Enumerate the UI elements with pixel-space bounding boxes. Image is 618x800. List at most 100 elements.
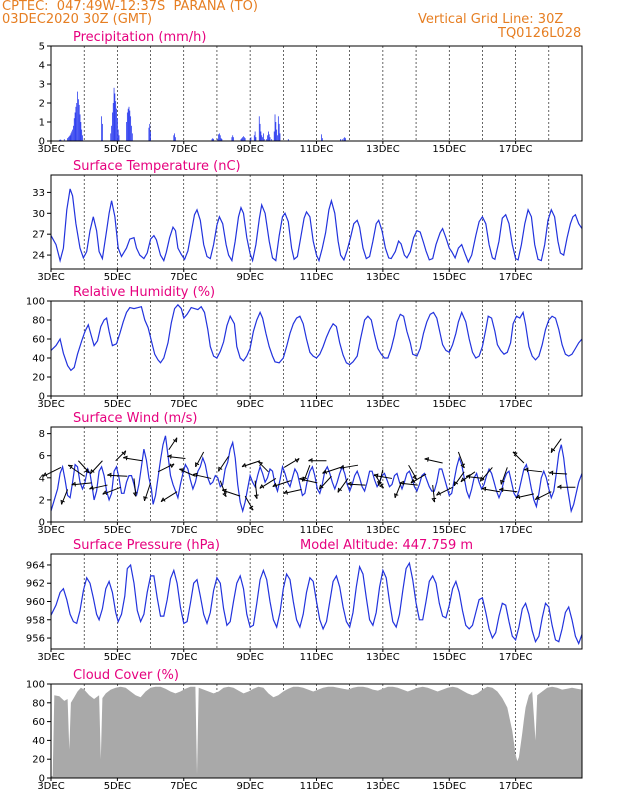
precip-bar bbox=[113, 87, 115, 141]
x-tick-label: 11DEC bbox=[300, 272, 334, 283]
wind-arrow bbox=[394, 482, 402, 499]
precip-bar bbox=[231, 137, 233, 141]
x-tick-label: 13DEC bbox=[366, 652, 400, 663]
precip-bar bbox=[276, 129, 278, 141]
wind-arrow-head bbox=[512, 451, 518, 457]
precip-bar bbox=[148, 127, 150, 141]
x-tick-label: 11DEC bbox=[300, 652, 334, 663]
wind-arrow-head bbox=[294, 458, 300, 463]
wind-arrow-head bbox=[102, 490, 108, 495]
precip-bar bbox=[71, 131, 73, 141]
x-tick-label: 13DEC bbox=[366, 525, 400, 536]
precip-bar bbox=[101, 116, 102, 141]
wind-arrow-head bbox=[248, 505, 254, 511]
precip-bar bbox=[102, 123, 103, 141]
header-date: 03DEC2020 30Z (GMT) bbox=[2, 12, 153, 27]
wind-arrow-head bbox=[42, 472, 48, 477]
precip-bar bbox=[345, 138, 346, 141]
y-tick-label: 4 bbox=[39, 61, 45, 72]
panel-title: Surface Pressure (hPa) bbox=[73, 538, 220, 553]
precip-bar bbox=[341, 139, 343, 141]
precip-bar bbox=[255, 137, 257, 141]
wind-arrow-head bbox=[373, 473, 379, 478]
wind-arrow-head bbox=[347, 481, 352, 487]
wind-arrow bbox=[244, 495, 254, 511]
precipitation-panel: 0 1 2 3 4 5 3DEC 5DEC 7DEC 9DEC 11DEC 13DEC 15DEC 17D… bbox=[37, 30, 583, 155]
x-tick-label: 15DEC bbox=[432, 272, 466, 283]
wind-arrow-head bbox=[258, 461, 264, 467]
wind-arrow bbox=[160, 491, 178, 503]
precip-bar bbox=[258, 116, 260, 141]
x-tick-label: 5DEC bbox=[104, 525, 131, 536]
y-tick-label: 20 bbox=[32, 755, 45, 766]
wind-arrow bbox=[432, 485, 436, 503]
precip-bar bbox=[76, 103, 78, 141]
precip-bar bbox=[74, 112, 76, 141]
x-tick-label: 17DEC bbox=[499, 272, 533, 283]
precip-bar bbox=[240, 139, 242, 141]
y-tick-label: 30 bbox=[32, 209, 45, 220]
x-tick-label: 7DEC bbox=[170, 144, 197, 155]
pressure-panel: 956 958 960 962 964 3DEC 5DEC 7DEC 9DEC 11DEC 13DE… bbox=[26, 538, 583, 663]
precip-bar bbox=[243, 137, 245, 141]
y-tick-label: 20 bbox=[32, 373, 45, 384]
precip-bar bbox=[232, 135, 234, 141]
wind-arrow bbox=[512, 451, 525, 464]
precip-bar bbox=[219, 133, 220, 141]
wind-arrow-head bbox=[515, 494, 521, 500]
wind-arrow bbox=[549, 472, 568, 475]
y-tick-label: 100 bbox=[26, 297, 45, 308]
panel-title: Relative Humidity (%) bbox=[73, 285, 215, 300]
wind-arrow-head bbox=[557, 484, 562, 490]
panel-title: Surface Temperature (nC) bbox=[73, 159, 241, 174]
precip-bar bbox=[150, 131, 151, 141]
wind-arrow-head bbox=[548, 470, 554, 476]
precip-bar bbox=[213, 139, 214, 141]
x-tick-label: 5DEC bbox=[104, 399, 131, 410]
x-tick-label: 13DEC bbox=[366, 272, 400, 283]
x-tick-label: 15DEC bbox=[432, 652, 466, 663]
rh-series-line bbox=[50, 303, 583, 372]
precip-bar bbox=[73, 125, 74, 141]
y-tick-label: 6 bbox=[39, 451, 45, 462]
wind-arrow-head bbox=[169, 463, 175, 469]
y-tick-label: 40 bbox=[32, 354, 45, 365]
wind-arrow bbox=[157, 463, 175, 473]
wind-arrow-head bbox=[132, 492, 138, 497]
wind-arrow-head bbox=[337, 487, 342, 493]
wind-arrow-head bbox=[500, 479, 505, 485]
x-tick-label: 7DEC bbox=[170, 652, 197, 663]
precip-bar bbox=[273, 131, 275, 141]
x-tick-label: 5DEC bbox=[104, 652, 131, 663]
x-tick-label: 15DEC bbox=[432, 144, 466, 155]
precip-bar bbox=[127, 108, 129, 141]
wind-arrow bbox=[167, 456, 186, 460]
wind-arrow-head bbox=[68, 464, 74, 470]
wind-arrow-head bbox=[460, 463, 466, 469]
y-tick-label: 100 bbox=[26, 680, 45, 691]
panel-title: Precipitation (mm/h) bbox=[73, 30, 206, 45]
precip-bar bbox=[115, 101, 117, 141]
precip-bar bbox=[80, 122, 82, 141]
wind-arrow-head bbox=[259, 483, 265, 489]
precip-bar bbox=[271, 139, 273, 141]
precip-bar bbox=[261, 135, 263, 141]
precip-bar bbox=[253, 135, 255, 141]
wind-arrow bbox=[67, 464, 85, 477]
precip-bar bbox=[254, 131, 256, 141]
precip-bar bbox=[112, 112, 113, 141]
x-tick-label: 13DEC bbox=[366, 144, 400, 155]
precip-bar bbox=[244, 138, 246, 141]
precip-bar bbox=[242, 137, 244, 141]
x-tick-label: 15DEC bbox=[432, 781, 466, 792]
wind-arrow-head bbox=[172, 437, 178, 443]
precip-bar bbox=[128, 106, 130, 141]
y-tick-label: 958 bbox=[26, 615, 45, 626]
wind-arrow-head bbox=[71, 481, 76, 487]
wind-arrow bbox=[218, 456, 229, 472]
precip-bar bbox=[260, 131, 262, 141]
precip-bar bbox=[110, 133, 112, 141]
y-tick-label: 2 bbox=[39, 99, 45, 110]
precip-bar bbox=[263, 139, 265, 141]
wind-arrow bbox=[500, 467, 508, 485]
